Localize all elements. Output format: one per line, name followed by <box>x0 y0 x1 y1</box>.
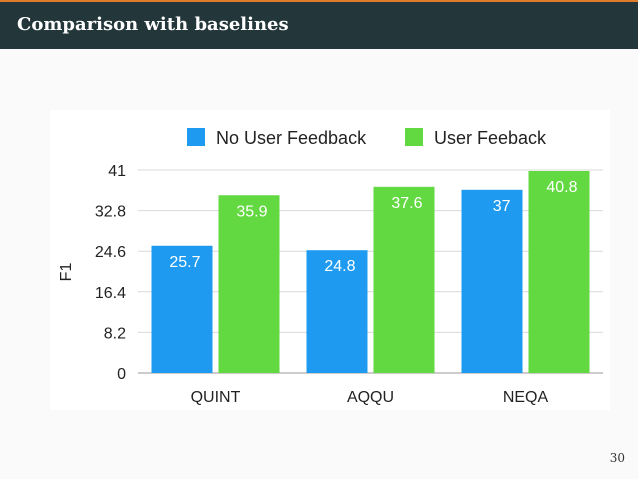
chart-gridlines <box>138 169 603 374</box>
y-tick-label: 16.4 <box>95 285 126 302</box>
slide-header: Comparison with baselines <box>0 2 638 49</box>
y-tick-label: 32.8 <box>95 204 126 221</box>
bar-chart: No User Feedback User Feeback 0 8.2 16.4 24.… <box>58 128 603 406</box>
slide-title: Comparison with baselines <box>17 14 289 35</box>
y-axis-ticks: 0 8.2 16.4 24.6 32.8 41 <box>95 163 126 383</box>
bar-aqqu-series-2 <box>373 186 435 373</box>
bar-value-label: 40.8 <box>546 179 577 196</box>
bar-quint-series-2 <box>218 195 280 373</box>
bar-value-label: 35.9 <box>236 203 267 220</box>
bar-value-label: 25.7 <box>169 254 200 271</box>
bar-value-label: 24.8 <box>324 258 355 275</box>
chart-panel: No User Feedback User Feeback 0 8.2 16.4 24.… <box>50 110 610 410</box>
chart-legend: No User Feedback User Feeback <box>187 128 547 148</box>
bar-neqa-series-2 <box>528 170 590 373</box>
bar-value-label: 37 <box>493 198 511 215</box>
bar-quint-series-1 <box>151 245 213 373</box>
legend-label: No User Feedback <box>216 128 367 148</box>
x-tick-label: AQQU <box>347 389 394 406</box>
x-axis-ticks: QUINT AQQU NEQA <box>191 389 549 406</box>
y-tick-label: 24.6 <box>95 244 126 261</box>
header-accent-line <box>0 0 638 2</box>
x-tick-label: NEQA <box>503 389 549 406</box>
y-tick-label: 8.2 <box>104 325 126 342</box>
legend-swatch <box>187 128 205 146</box>
legend-label: User Feeback <box>434 128 547 148</box>
chart-bars: 25.7 35.9 24.8 37.6 37 40.8 <box>151 170 590 373</box>
bar-value-label: 37.6 <box>391 195 422 212</box>
legend-swatch <box>405 128 423 146</box>
bar-neqa-series-1 <box>461 189 523 373</box>
y-tick-label: 0 <box>117 366 126 383</box>
bar-aqqu-series-1 <box>306 250 368 373</box>
y-tick-label: 41 <box>108 163 126 180</box>
y-axis-label: F1 <box>58 263 75 282</box>
page-number: 30 <box>609 451 625 465</box>
x-tick-label: QUINT <box>191 389 241 406</box>
